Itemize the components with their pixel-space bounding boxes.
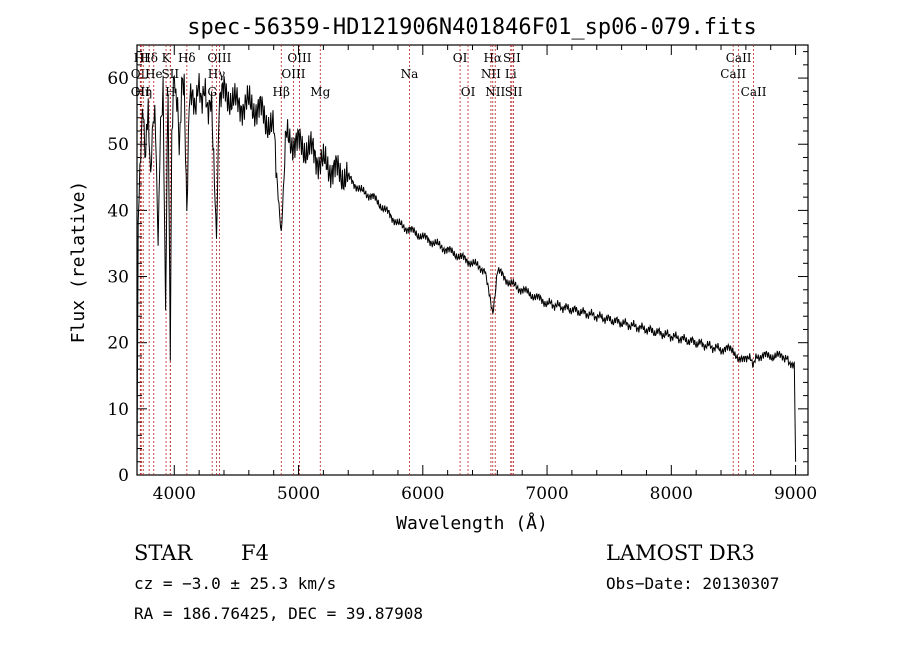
line-marker-label: NII [485,85,505,99]
y-axis-label: Flux (relative) [68,181,89,344]
line-marker-label: OIII [281,67,305,81]
line-marker-label: CaII [741,85,767,99]
plot-axes: 4000 5000 6000 7000 8000 9000 0 10 20 30 40 50 60 [107,44,817,504]
x-axis-label: Wavelength (Å) [396,512,548,534]
y-tick-label: 30 [107,268,129,288]
chart-title: spec-56359-HD121906N401846F01_sp06-079.f… [187,15,757,40]
line-marker-label: Hα [483,51,502,65]
y-tick-label: 10 [107,400,129,420]
line-marker-label: CaII [726,51,752,65]
line-marker-label: SII [505,85,523,99]
line-marker-label: OI [461,85,476,99]
obs-date: Obs−Date: 20130307 [606,574,779,593]
line-marker-label: OII [131,85,151,99]
line-marker-label: OI [453,51,468,65]
x-tick-label: 9000 [774,484,817,504]
x-tick-label: 6000 [401,484,444,504]
redshift-readout: cz = −3.0 ± 25.3 km/s [134,574,336,593]
line-marker-label: Hβ [273,85,290,99]
line-marker-label: K [162,51,172,65]
object-subclass: F4 [241,541,269,565]
line-marker-label: H [165,85,175,99]
spectrum-series [136,73,797,476]
line-marker-label: CaII [720,67,746,81]
x-tick-label: 8000 [650,484,693,504]
spectrum-line [136,73,797,476]
line-marker-label: SII [503,51,521,65]
object-class: STAR [134,541,193,565]
line-marker-label: OIII [287,51,311,65]
survey-name: LAMOST DR3 [606,541,755,565]
line-marker-label: NII [481,67,501,81]
line-marker-label: Li [505,67,517,81]
line-marker-label: Hδ [178,51,196,65]
line-marker-label: HI [134,51,149,65]
line-marker-label: He [145,67,163,81]
line-marker-label: Na [401,67,419,81]
y-tick-label: 50 [107,135,129,155]
line-marker-label: Hγ [208,67,226,81]
y-tick-label: 20 [107,334,129,354]
y-tick-label: 0 [118,466,129,486]
line-marker-label: Hη [134,85,152,99]
y-tick-label: 40 [107,201,129,221]
coordinates: RA = 186.76425, DEC = 39.87908 [134,604,423,623]
line-marker-label: OIII [207,51,231,65]
line-marker-label: Mg [310,85,330,99]
line-marker-label: G [207,85,217,99]
x-tick-label: 4000 [153,484,196,504]
y-tick-label: 60 [107,69,129,89]
x-tick-label: 5000 [277,484,320,504]
x-tick-label: 7000 [525,484,568,504]
